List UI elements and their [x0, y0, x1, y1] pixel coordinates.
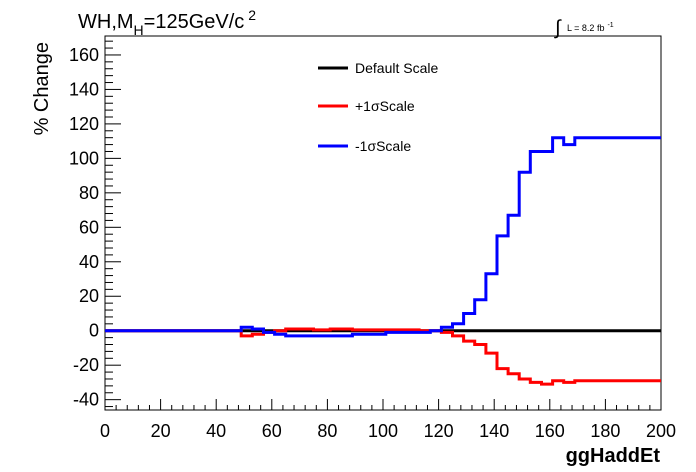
y-tick-label: 40: [79, 252, 99, 272]
x-tick-label: 40: [206, 421, 226, 441]
legend-entry-label: Default Scale: [355, 60, 438, 76]
y-axis-label: % Change: [31, 42, 53, 135]
x-tick-label: 100: [368, 421, 398, 441]
y-tick-label: 20: [79, 286, 99, 306]
y-tick-label: 0: [89, 321, 99, 341]
lumi-superscript: -1: [607, 22, 613, 29]
series-line-minus-1-sigma: [105, 136, 661, 338]
x-tick-label: 0: [100, 421, 110, 441]
legend-entry-label: -1σScale: [355, 138, 411, 154]
y-tick-label: 160: [69, 45, 99, 65]
chart-title-subscript: H: [134, 22, 144, 38]
chart-title-superscript: 2: [248, 7, 256, 23]
x-tick-label: 160: [535, 421, 565, 441]
x-tick-label: 140: [479, 421, 509, 441]
legend-entry-label: +1σScale: [355, 98, 415, 114]
x-tick-label: 60: [262, 421, 282, 441]
x-tick-label: 200: [646, 421, 676, 441]
lumi-label: L = 8.2 fb -1: [567, 22, 614, 33]
lumi-integral-sign: ∫: [554, 17, 562, 39]
y-tick-label: 60: [79, 217, 99, 237]
y-tick-label: 120: [69, 114, 99, 134]
y-tick-label: -40: [73, 390, 99, 410]
y-tick-label: -20: [73, 355, 99, 375]
x-tick-label: 80: [317, 421, 337, 441]
x-axis-label: ggHaddEt: [566, 445, 661, 467]
chart-title: WH,MH=125GeV/c 2: [78, 7, 256, 38]
x-tick-label: 120: [424, 421, 454, 441]
x-tick-label: 180: [590, 421, 620, 441]
y-tick-label: 140: [69, 79, 99, 99]
y-tick-label: 100: [69, 148, 99, 168]
y-tick-label: 80: [79, 183, 99, 203]
x-tick-label: 20: [151, 421, 171, 441]
